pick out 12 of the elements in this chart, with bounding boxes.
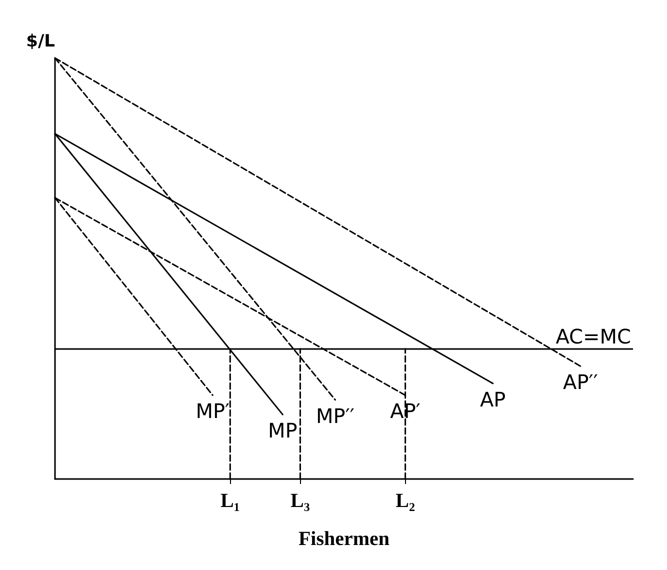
series-label: AP [480, 387, 506, 412]
x-tick-label: L₁ [220, 490, 240, 512]
x-tick-label: L₃ [290, 490, 310, 512]
x-axis-title: Fishermen [298, 528, 390, 550]
y-axis-title: $/L [26, 32, 56, 52]
ref-line-label: AC=MC [556, 324, 631, 348]
x-tick-label: L₂ [396, 490, 415, 512]
series-label: AP′ [390, 399, 421, 424]
series-label: MP′′ [316, 404, 355, 428]
series-label: AP′′ [563, 370, 598, 394]
series-label: MP′ [196, 399, 230, 424]
series-label: MP [268, 418, 298, 443]
